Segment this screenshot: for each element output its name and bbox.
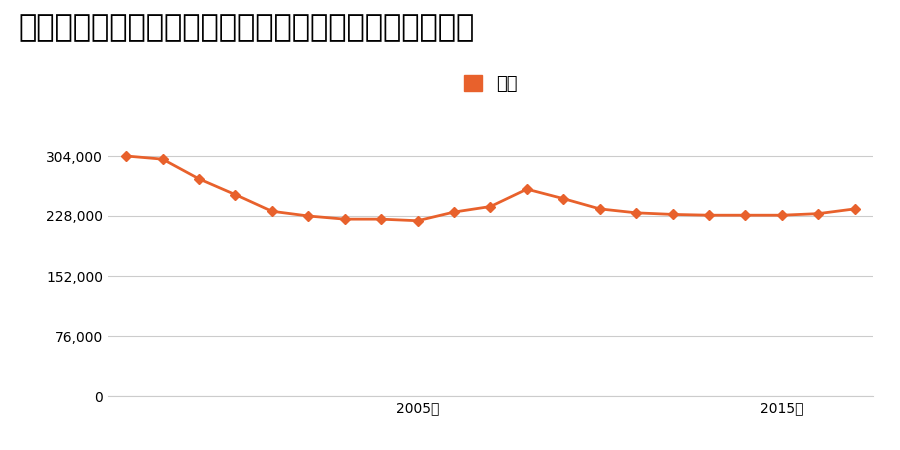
Legend: 価格: 価格 (456, 68, 525, 100)
Text: 東京都足立区一ツ家三丁目１９番２３外１筆の地価推移: 東京都足立区一ツ家三丁目１９番２３外１筆の地価推移 (18, 14, 474, 42)
